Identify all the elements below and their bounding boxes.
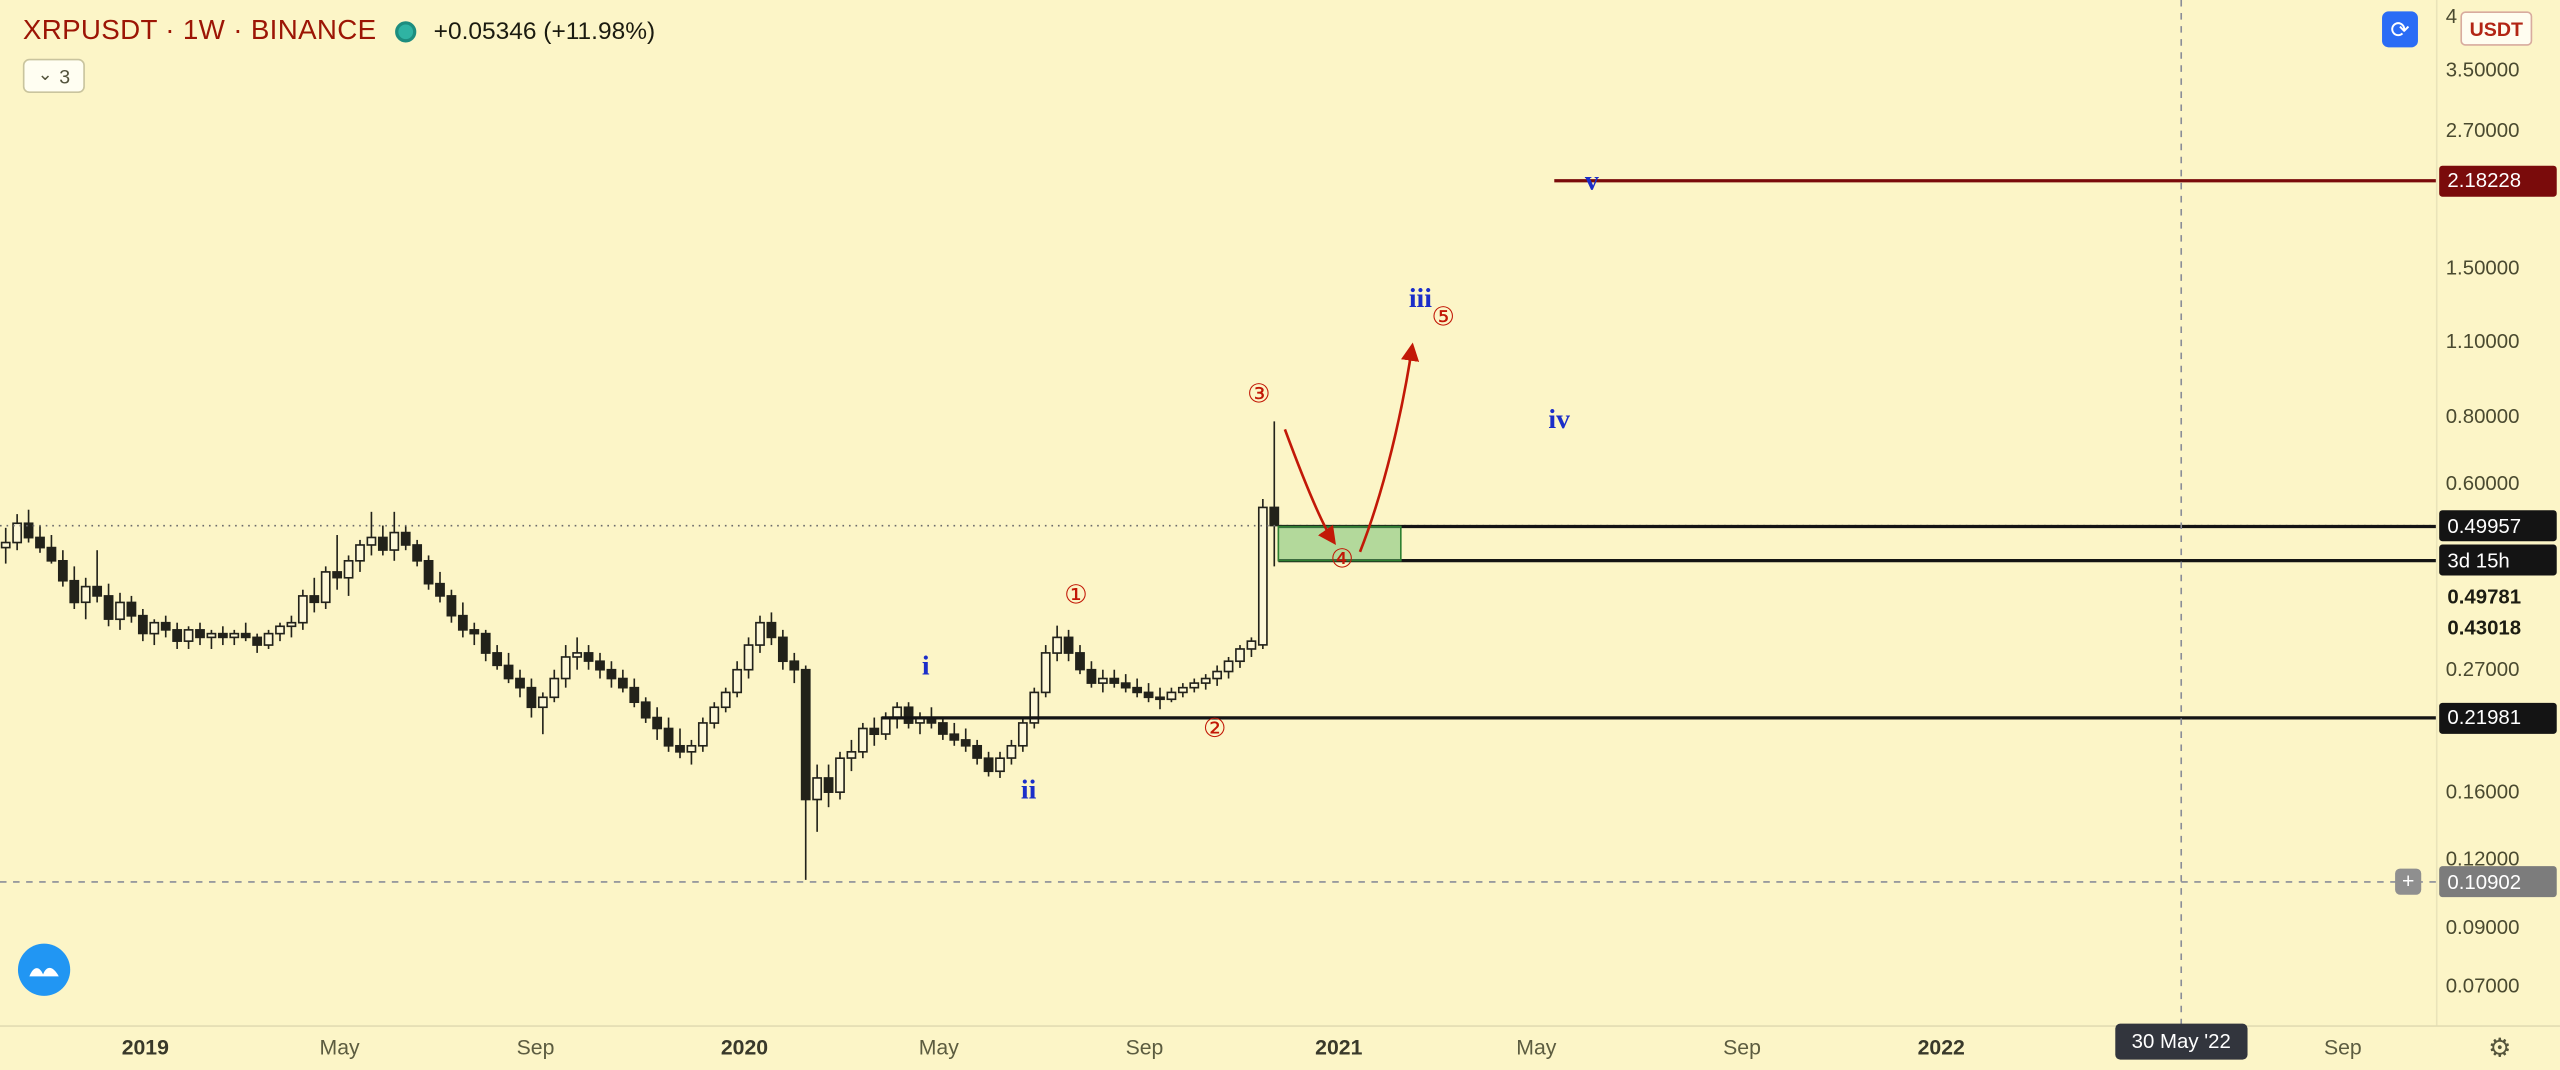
time-axis[interactable]: 30 May '22 ⚙ 2019 May Sep 2020 May Sep 2021 May… [0,1023,2560,1069]
candlestick-chart [0,0,2436,1026]
wave-circled-label[interactable]: ⑤ [1431,301,1455,333]
time-tick-label: 2021 [1315,1035,1363,1060]
legend-collapse-button[interactable]: ⌄ 3 [22,58,85,94]
price-tick-label: 0.27000 [2445,658,2520,682]
tradingview-logo[interactable] [16,942,72,998]
symbol-legend: XRPUSDT · 1W · BINANCE +0.05346 (+11.98%… [23,15,655,48]
price-tick-label: 0.07000 [2445,974,2520,998]
price-badge-zone-top-price: 0.49781 [2447,584,2522,608]
logo-icon [17,943,71,996]
time-tick-label: May [319,1035,360,1060]
wave5-arrow[interactable] [1358,342,1420,553]
price-tick-label: 4 [2445,4,2458,28]
time-tick-label: 2020 [720,1035,769,1060]
price-tick-label: 1.50000 [2445,256,2520,280]
price-badge-zone-bottom-price: 0.43018 [2447,615,2522,639]
price-badge-crosshair-price: 0.10902 [2439,866,2557,898]
wave4-arrow[interactable] [1283,428,1336,546]
price-badge-bar-countdown: 3d 15h [2439,544,2557,576]
wave-label-iv[interactable]: iv [1548,403,1570,435]
crosshair-time-badge: 30 May '22 [2115,1023,2248,1060]
time-tick-label: Sep [516,1035,555,1060]
gear-icon[interactable]: ⚙ [2488,1035,2512,1063]
price-change-label: +0.05346 (+11.98%) [433,17,656,45]
time-tick-label: May [918,1035,959,1060]
currency-toggle[interactable]: USDT [2460,11,2533,46]
wave-label-iii[interactable]: iii [1408,282,1432,314]
time-tick-label: 2022 [1917,1035,1965,1060]
chevron-down-icon: ⌄ [37,65,53,85]
time-tick-label: Sep [1125,1035,1164,1060]
wave-circled-label[interactable]: ② [1202,712,1227,744]
wave-label-i[interactable]: i [921,649,930,681]
add-alert-plus-button[interactable]: + [2395,868,2422,895]
price-tick-label: 3.50000 [2445,58,2520,82]
symbol-title[interactable]: XRPUSDT · 1W · BINANCE [22,14,377,46]
time-tick-label: Sep [1723,1035,1761,1060]
price-badge-support-price: 0.21981 [2439,702,2557,734]
price-tick-label: 0.80000 [2445,404,2520,427]
price-tick-label: 0.16000 [2445,780,2520,804]
price-tick-label: 0.09000 [2445,915,2520,939]
time-tick-label: 2019 [121,1035,169,1060]
legend-collapse-count: 3 [59,64,71,88]
restore-chart-button[interactable]: ⟳ [2382,11,2418,48]
price-tick-label: 0.12000 [2445,847,2520,871]
wave-circled-label[interactable]: ③ [1247,377,1271,409]
price-tick-label: 2.70000 [2445,119,2520,143]
wave-circled-label[interactable]: ④ [1330,542,1354,574]
wave-label-v[interactable]: v [1584,164,1599,196]
wave-circled-label[interactable]: ① [1064,578,1088,610]
price-axis[interactable]: USDT 4 3.50000 2.70000 1.50000 1.10000 0.8000… [2435,0,2560,1026]
time-tick-label: May [1516,1035,1557,1060]
demand-zone-rectangle[interactable] [1277,525,1402,562]
time-tick-label: Sep [2323,1035,2362,1060]
price-badge-target-price: 2.18228 [2439,165,2557,197]
candlestick-series [0,421,1280,880]
price-badge-current-price: 0.49957 [2439,510,2557,542]
chart-pane[interactable]: i ii iii iv v ① ② ③ ④ ⑤ XRPUSDT · 1W · BINANCE +0… [0,0,2436,1026]
price-tick-label: 1.10000 [2445,329,2520,353]
plus-icon: + [2401,868,2415,894]
price-tick-label: 0.60000 [2445,471,2520,495]
market-status-dot [394,20,416,42]
refresh-icon: ⟳ [2390,15,2410,42]
wave-label-ii[interactable]: ii [1020,773,1037,805]
wave-annotation-layer: i ii iii iv v ① ② ③ ④ ⑤ [921,164,1599,805]
